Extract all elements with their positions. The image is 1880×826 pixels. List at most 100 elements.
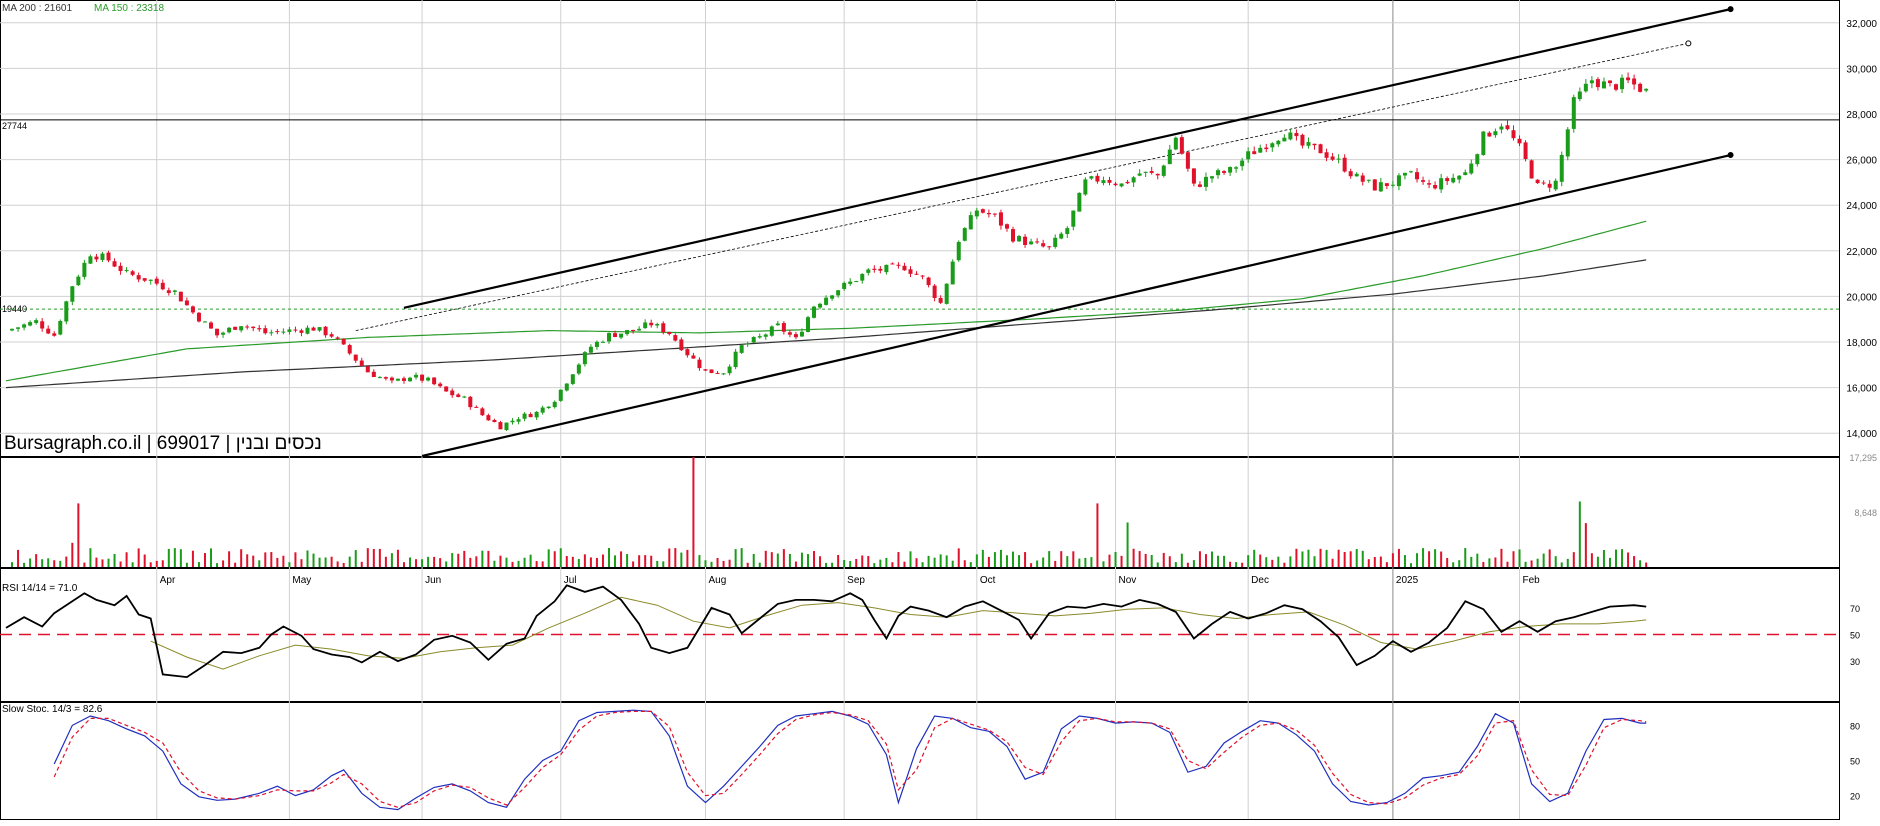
volume-bar	[1114, 551, 1117, 567]
candle-body	[16, 327, 21, 329]
volume-bar	[1337, 549, 1340, 567]
price-tick-label: 16,000	[1846, 384, 1877, 395]
volume-bar	[143, 554, 146, 567]
candle-body	[1487, 132, 1492, 137]
candle-body	[215, 328, 220, 336]
rsi-tick-label: 50	[1850, 631, 1860, 641]
price-tick-label: 18,000	[1846, 338, 1877, 349]
volume-bar	[969, 562, 972, 567]
volume-bar	[222, 560, 225, 567]
candle-body	[1041, 243, 1046, 247]
month-label: May	[292, 575, 311, 586]
volume-bar	[1247, 555, 1250, 567]
candle-body	[1511, 130, 1516, 139]
candle-body	[438, 383, 443, 387]
candle-body	[727, 366, 732, 374]
candle-body	[956, 241, 961, 261]
volume-bar	[155, 560, 158, 567]
volume-bar	[409, 557, 412, 567]
volume-bar	[879, 559, 882, 567]
volume-bar	[125, 552, 128, 567]
candle-body	[787, 332, 792, 335]
candle-body	[1185, 152, 1190, 169]
candle-body	[118, 265, 123, 272]
candle-body	[793, 334, 798, 338]
volume-bar	[481, 550, 484, 567]
volume-bar	[342, 562, 345, 567]
candle-body	[1601, 81, 1606, 89]
volume-bar	[1560, 562, 1563, 567]
volume-bar	[571, 556, 574, 567]
volume-bar	[782, 549, 785, 567]
volume-bar	[909, 551, 912, 567]
volume-bar	[1325, 549, 1328, 567]
volume-bar	[475, 556, 478, 567]
candle-body	[221, 332, 226, 335]
candle-body	[359, 360, 364, 366]
candle-body	[64, 301, 69, 322]
candle-body	[178, 291, 183, 302]
candle-body	[1318, 144, 1323, 154]
volume-bar	[1289, 556, 1292, 567]
month-label: Jun	[425, 575, 441, 586]
candle-body	[1203, 176, 1208, 187]
volume-bar	[849, 560, 852, 567]
candle-body	[510, 420, 515, 423]
candle-body	[1342, 157, 1347, 172]
candle-body	[293, 329, 298, 331]
volume-bar	[614, 555, 617, 567]
volume-bar	[1132, 548, 1135, 567]
candle-body	[1330, 156, 1335, 160]
volume-bar	[415, 559, 418, 567]
candle-body	[1390, 184, 1395, 186]
candle-body	[1583, 83, 1588, 92]
volume-bar	[457, 553, 460, 567]
candle-body	[323, 326, 328, 336]
candle-body	[414, 374, 419, 378]
candle-body	[1372, 179, 1377, 191]
candle-body	[884, 264, 889, 273]
volume-bar	[1198, 551, 1201, 567]
candle-body	[1493, 131, 1498, 136]
candle-body	[769, 326, 774, 336]
candle-body	[685, 349, 690, 356]
rsi-signal-line	[150, 596, 1647, 670]
candle-body	[564, 383, 569, 391]
volume-bar	[1464, 548, 1467, 567]
candle-body	[1089, 176, 1094, 179]
candle-body	[1191, 168, 1196, 184]
candle-body	[552, 401, 557, 408]
volume-bar	[734, 549, 737, 567]
price-tick-label: 26,000	[1846, 156, 1877, 167]
volume-bar	[161, 560, 164, 567]
candle-body	[998, 212, 1003, 226]
candle-body	[938, 297, 943, 303]
candle-body	[1023, 236, 1028, 245]
volume-bar	[1102, 561, 1105, 567]
candle-body	[1047, 246, 1052, 248]
candle-body	[914, 273, 919, 275]
candle-body	[94, 256, 99, 260]
volume-bar	[445, 561, 448, 567]
volume-bar	[469, 557, 472, 567]
volume-bar	[505, 557, 508, 567]
candle-body	[1137, 173, 1142, 176]
candle-body	[1439, 178, 1444, 190]
volume-bar	[1096, 503, 1099, 567]
candle-body	[890, 263, 895, 265]
volume-bar	[89, 548, 92, 567]
volume-bar	[264, 552, 267, 567]
volume-bar	[939, 554, 942, 567]
candle-body	[709, 369, 714, 374]
price-tick-label: 20,000	[1846, 292, 1877, 303]
volume-bar	[1108, 554, 1111, 567]
month-label: Feb	[1523, 575, 1541, 586]
volume-bar	[770, 552, 773, 567]
volume-bar	[258, 560, 261, 567]
stoch-k-line	[53, 709, 1647, 811]
volume-bar	[1512, 551, 1515, 567]
volume-bar	[1470, 556, 1473, 567]
volume-bar	[1361, 550, 1364, 567]
volume-bar	[294, 552, 297, 567]
